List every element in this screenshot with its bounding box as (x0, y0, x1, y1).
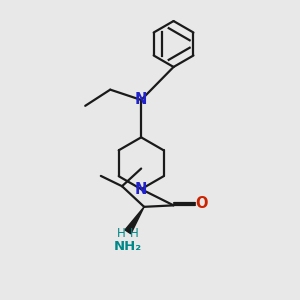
Text: O: O (195, 196, 208, 211)
Polygon shape (125, 207, 144, 234)
Text: N: N (135, 92, 147, 107)
Text: H: H (130, 227, 139, 240)
Text: N: N (135, 182, 147, 197)
Text: H: H (117, 227, 126, 240)
Text: NH₂: NH₂ (114, 240, 142, 253)
